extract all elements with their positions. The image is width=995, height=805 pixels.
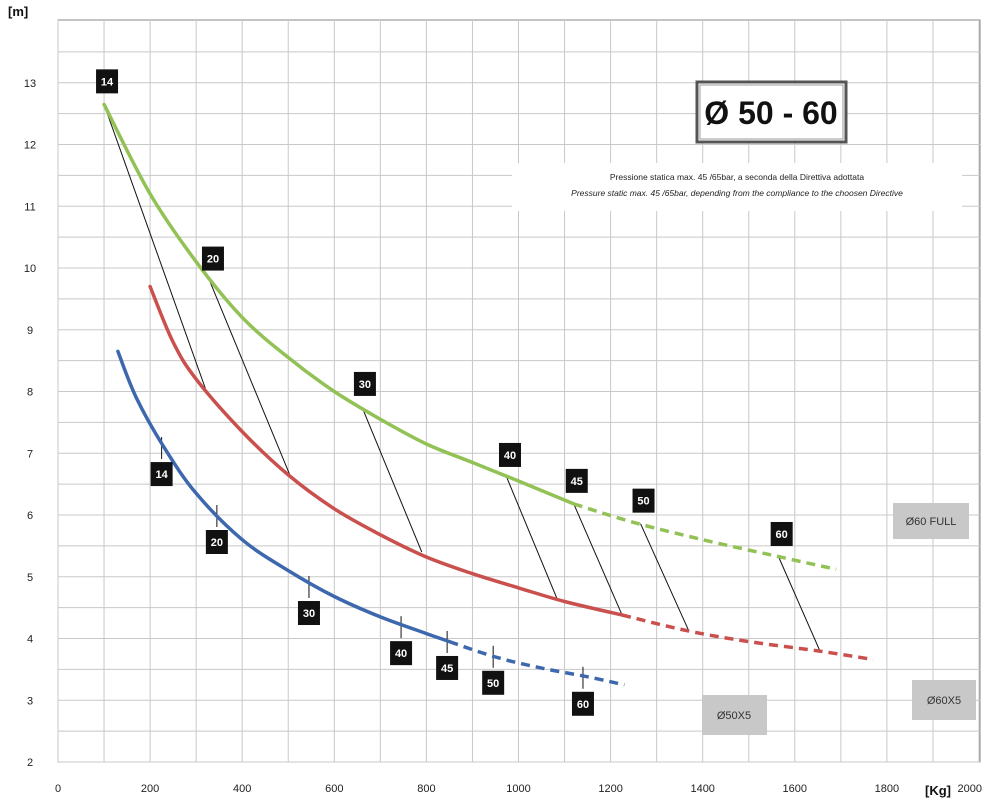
angle-badge-label: 14 bbox=[101, 76, 114, 88]
angle-badge-box bbox=[571, 691, 594, 716]
angle-badge-lower-14: 14 bbox=[150, 462, 173, 487]
x-tick-label: 1600 bbox=[783, 783, 807, 795]
angle-badge-label: 30 bbox=[303, 608, 315, 620]
angle-badge-upper-20: 20 bbox=[201, 246, 224, 271]
angle-badge-box bbox=[482, 670, 505, 695]
x-tick-label: 1800 bbox=[875, 783, 899, 795]
series-line-50x5 bbox=[116, 349, 452, 644]
x-tick-label: 1400 bbox=[690, 783, 714, 795]
angle-badge-upper-50: 50 bbox=[632, 488, 655, 513]
angle-badge-lower-45: 45 bbox=[436, 655, 459, 680]
y-tick-label: 4 bbox=[27, 634, 33, 646]
angle-badge-label: 14 bbox=[155, 469, 168, 481]
y-tick-label: 3 bbox=[27, 695, 33, 707]
angle-badge-box bbox=[770, 521, 793, 546]
angle-line-30 bbox=[361, 406, 423, 553]
angle-badge-box bbox=[205, 530, 228, 554]
x-tick-label: 1000 bbox=[506, 783, 530, 795]
y-axis-unit: [m] bbox=[8, 4, 28, 19]
legend-phi60full: Ø60 FULL bbox=[893, 503, 969, 539]
x-axis-unit: [Kg] bbox=[925, 783, 951, 798]
series-dashed-60x5 bbox=[621, 613, 874, 662]
angle-badge-label: 45 bbox=[571, 476, 583, 488]
series-lines bbox=[102, 102, 874, 687]
angle-badges: 14 14 20 20 30 30 40 40 45 45 50 50 60 60 bbox=[96, 69, 793, 716]
y-tick-label: 2 bbox=[27, 757, 33, 769]
axis-ticks: 0 200 400 600 800 1000 1200 1400 1600 1800 2000 2 3 4… bbox=[24, 78, 982, 795]
pressure-note-en: Pressure static max. 45 /65bar, dependin… bbox=[571, 188, 903, 198]
angle-badge-upper-45: 45 bbox=[565, 468, 588, 493]
pressure-note-it: Pressione statica max. 45 /65bar, a seco… bbox=[610, 172, 864, 182]
angle-line-50 bbox=[640, 523, 690, 632]
angle-badge-label: 40 bbox=[504, 450, 516, 462]
angle-badge-upper-40: 40 bbox=[498, 442, 521, 467]
angle-badge-lower-30: 30 bbox=[297, 601, 320, 626]
angle-line-14 bbox=[103, 104, 206, 389]
angle-badge-box bbox=[565, 468, 588, 493]
y-tick-label: 12 bbox=[24, 140, 36, 152]
x-tick-label: 400 bbox=[233, 783, 251, 795]
x-tick-label: 200 bbox=[141, 783, 159, 795]
angle-line-40 bbox=[506, 477, 559, 601]
x-tick-label: 0 bbox=[55, 783, 61, 795]
angle-badge-label: 60 bbox=[776, 529, 788, 541]
chart-title: Ø 50 - 60 bbox=[704, 95, 837, 131]
y-tick-label: 5 bbox=[27, 572, 33, 584]
series-dashed-60full bbox=[573, 502, 837, 572]
angle-badge-label: 50 bbox=[487, 678, 499, 690]
angle-badge-box bbox=[436, 655, 459, 680]
angle-line-45 bbox=[573, 503, 623, 616]
legend-phi50x5: Ø50X5 bbox=[702, 695, 767, 735]
y-tick-label: 8 bbox=[27, 387, 33, 399]
angle-badge-box bbox=[96, 69, 119, 94]
angle-badge-box bbox=[201, 246, 224, 271]
y-tick-label: 6 bbox=[27, 510, 33, 522]
y-tick-label: 10 bbox=[24, 263, 36, 275]
x-tick-label: 800 bbox=[417, 783, 435, 795]
angle-badge-label: 45 bbox=[441, 663, 453, 675]
angle-badge-upper-14: 14 bbox=[96, 69, 119, 94]
angle-badge-label: 20 bbox=[211, 537, 223, 549]
x-tick-label: 600 bbox=[325, 783, 343, 795]
title-box: Ø 50 - 60 bbox=[695, 80, 848, 144]
angle-badge-box bbox=[353, 371, 376, 396]
angle-badge-label: 60 bbox=[577, 699, 589, 711]
x-tick-label: 1200 bbox=[598, 783, 622, 795]
angle-marker-lines bbox=[103, 104, 821, 689]
series-line-60x5 bbox=[148, 284, 624, 617]
x-tick-label: 2000 bbox=[958, 783, 982, 795]
angle-badge-box bbox=[390, 641, 413, 666]
legend-label-phi60full: Ø60 FULL bbox=[906, 516, 957, 528]
legend-label-phi50x5: Ø50X5 bbox=[717, 710, 751, 722]
legend-phi60x5: Ø60X5 bbox=[912, 680, 976, 720]
angle-badge-label: 30 bbox=[359, 379, 371, 391]
angle-badge-lower-60: 60 bbox=[571, 691, 594, 716]
angle-badge-upper-30: 30 bbox=[353, 371, 376, 396]
y-tick-label: 11 bbox=[24, 201, 35, 213]
angle-badge-lower-50: 50 bbox=[482, 670, 505, 695]
y-tick-label: 7 bbox=[27, 448, 33, 460]
angle-badge-lower-20: 20 bbox=[205, 530, 228, 554]
pressure-note: Pressione statica max. 45 /65bar, a seco… bbox=[512, 163, 962, 211]
legend-label-phi60x5: Ø60X5 bbox=[927, 695, 961, 707]
angle-badge-label: 20 bbox=[207, 254, 219, 266]
angle-line-20 bbox=[209, 281, 292, 477]
angle-badge-lower-40: 40 bbox=[390, 641, 413, 666]
angle-badge-label: 40 bbox=[395, 648, 407, 660]
angle-badge-box bbox=[498, 442, 521, 467]
y-tick-label: 13 bbox=[24, 78, 36, 90]
angle-badge-box bbox=[632, 488, 655, 513]
angle-badge-box bbox=[150, 462, 173, 487]
angle-line-60 bbox=[778, 556, 821, 652]
y-tick-label: 9 bbox=[27, 325, 33, 337]
series-dashed-50x5 bbox=[448, 639, 625, 687]
angle-badge-upper-60: 60 bbox=[770, 521, 793, 546]
angle-badge-box bbox=[297, 601, 320, 626]
series-line-60full bbox=[102, 102, 576, 506]
angle-badge-label: 50 bbox=[637, 496, 649, 508]
